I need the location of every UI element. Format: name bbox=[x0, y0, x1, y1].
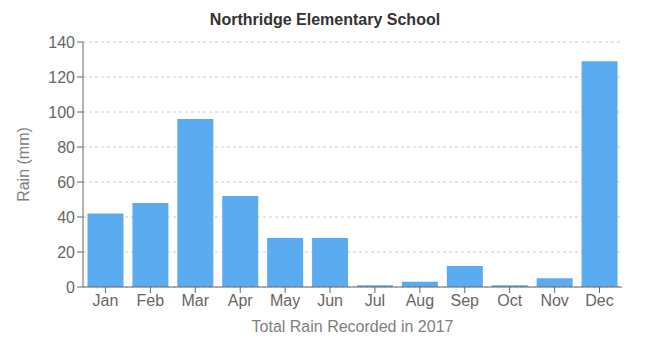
svg-text:May: May bbox=[270, 292, 300, 309]
svg-text:Apr: Apr bbox=[228, 292, 254, 309]
svg-text:Rain (mm): Rain (mm) bbox=[15, 127, 32, 202]
svg-text:120: 120 bbox=[48, 69, 75, 86]
svg-text:40: 40 bbox=[57, 209, 75, 226]
svg-text:Jan: Jan bbox=[93, 292, 119, 309]
svg-text:Jun: Jun bbox=[317, 292, 343, 309]
svg-text:Oct: Oct bbox=[497, 292, 522, 309]
svg-text:140: 140 bbox=[48, 34, 75, 51]
svg-text:60: 60 bbox=[57, 174, 75, 191]
svg-text:Total Rain Recorded in 2017: Total Rain Recorded in 2017 bbox=[252, 318, 454, 335]
svg-text:Sep: Sep bbox=[451, 292, 480, 309]
svg-text:Aug: Aug bbox=[406, 292, 434, 309]
svg-text:Mar: Mar bbox=[182, 292, 210, 309]
html-text:Northridge Elementary School: Northridge Elementary School bbox=[209, 11, 441, 28]
svg-text:0: 0 bbox=[66, 279, 75, 296]
svg-text:Nov: Nov bbox=[540, 292, 568, 309]
svg-text:20: 20 bbox=[57, 244, 75, 261]
svg-text:100: 100 bbox=[48, 104, 75, 121]
svg-text:Jul: Jul bbox=[365, 292, 385, 309]
svg-text:Dec: Dec bbox=[585, 292, 613, 309]
svg-text:80: 80 bbox=[57, 139, 75, 156]
svg-text:Feb: Feb bbox=[137, 292, 165, 309]
